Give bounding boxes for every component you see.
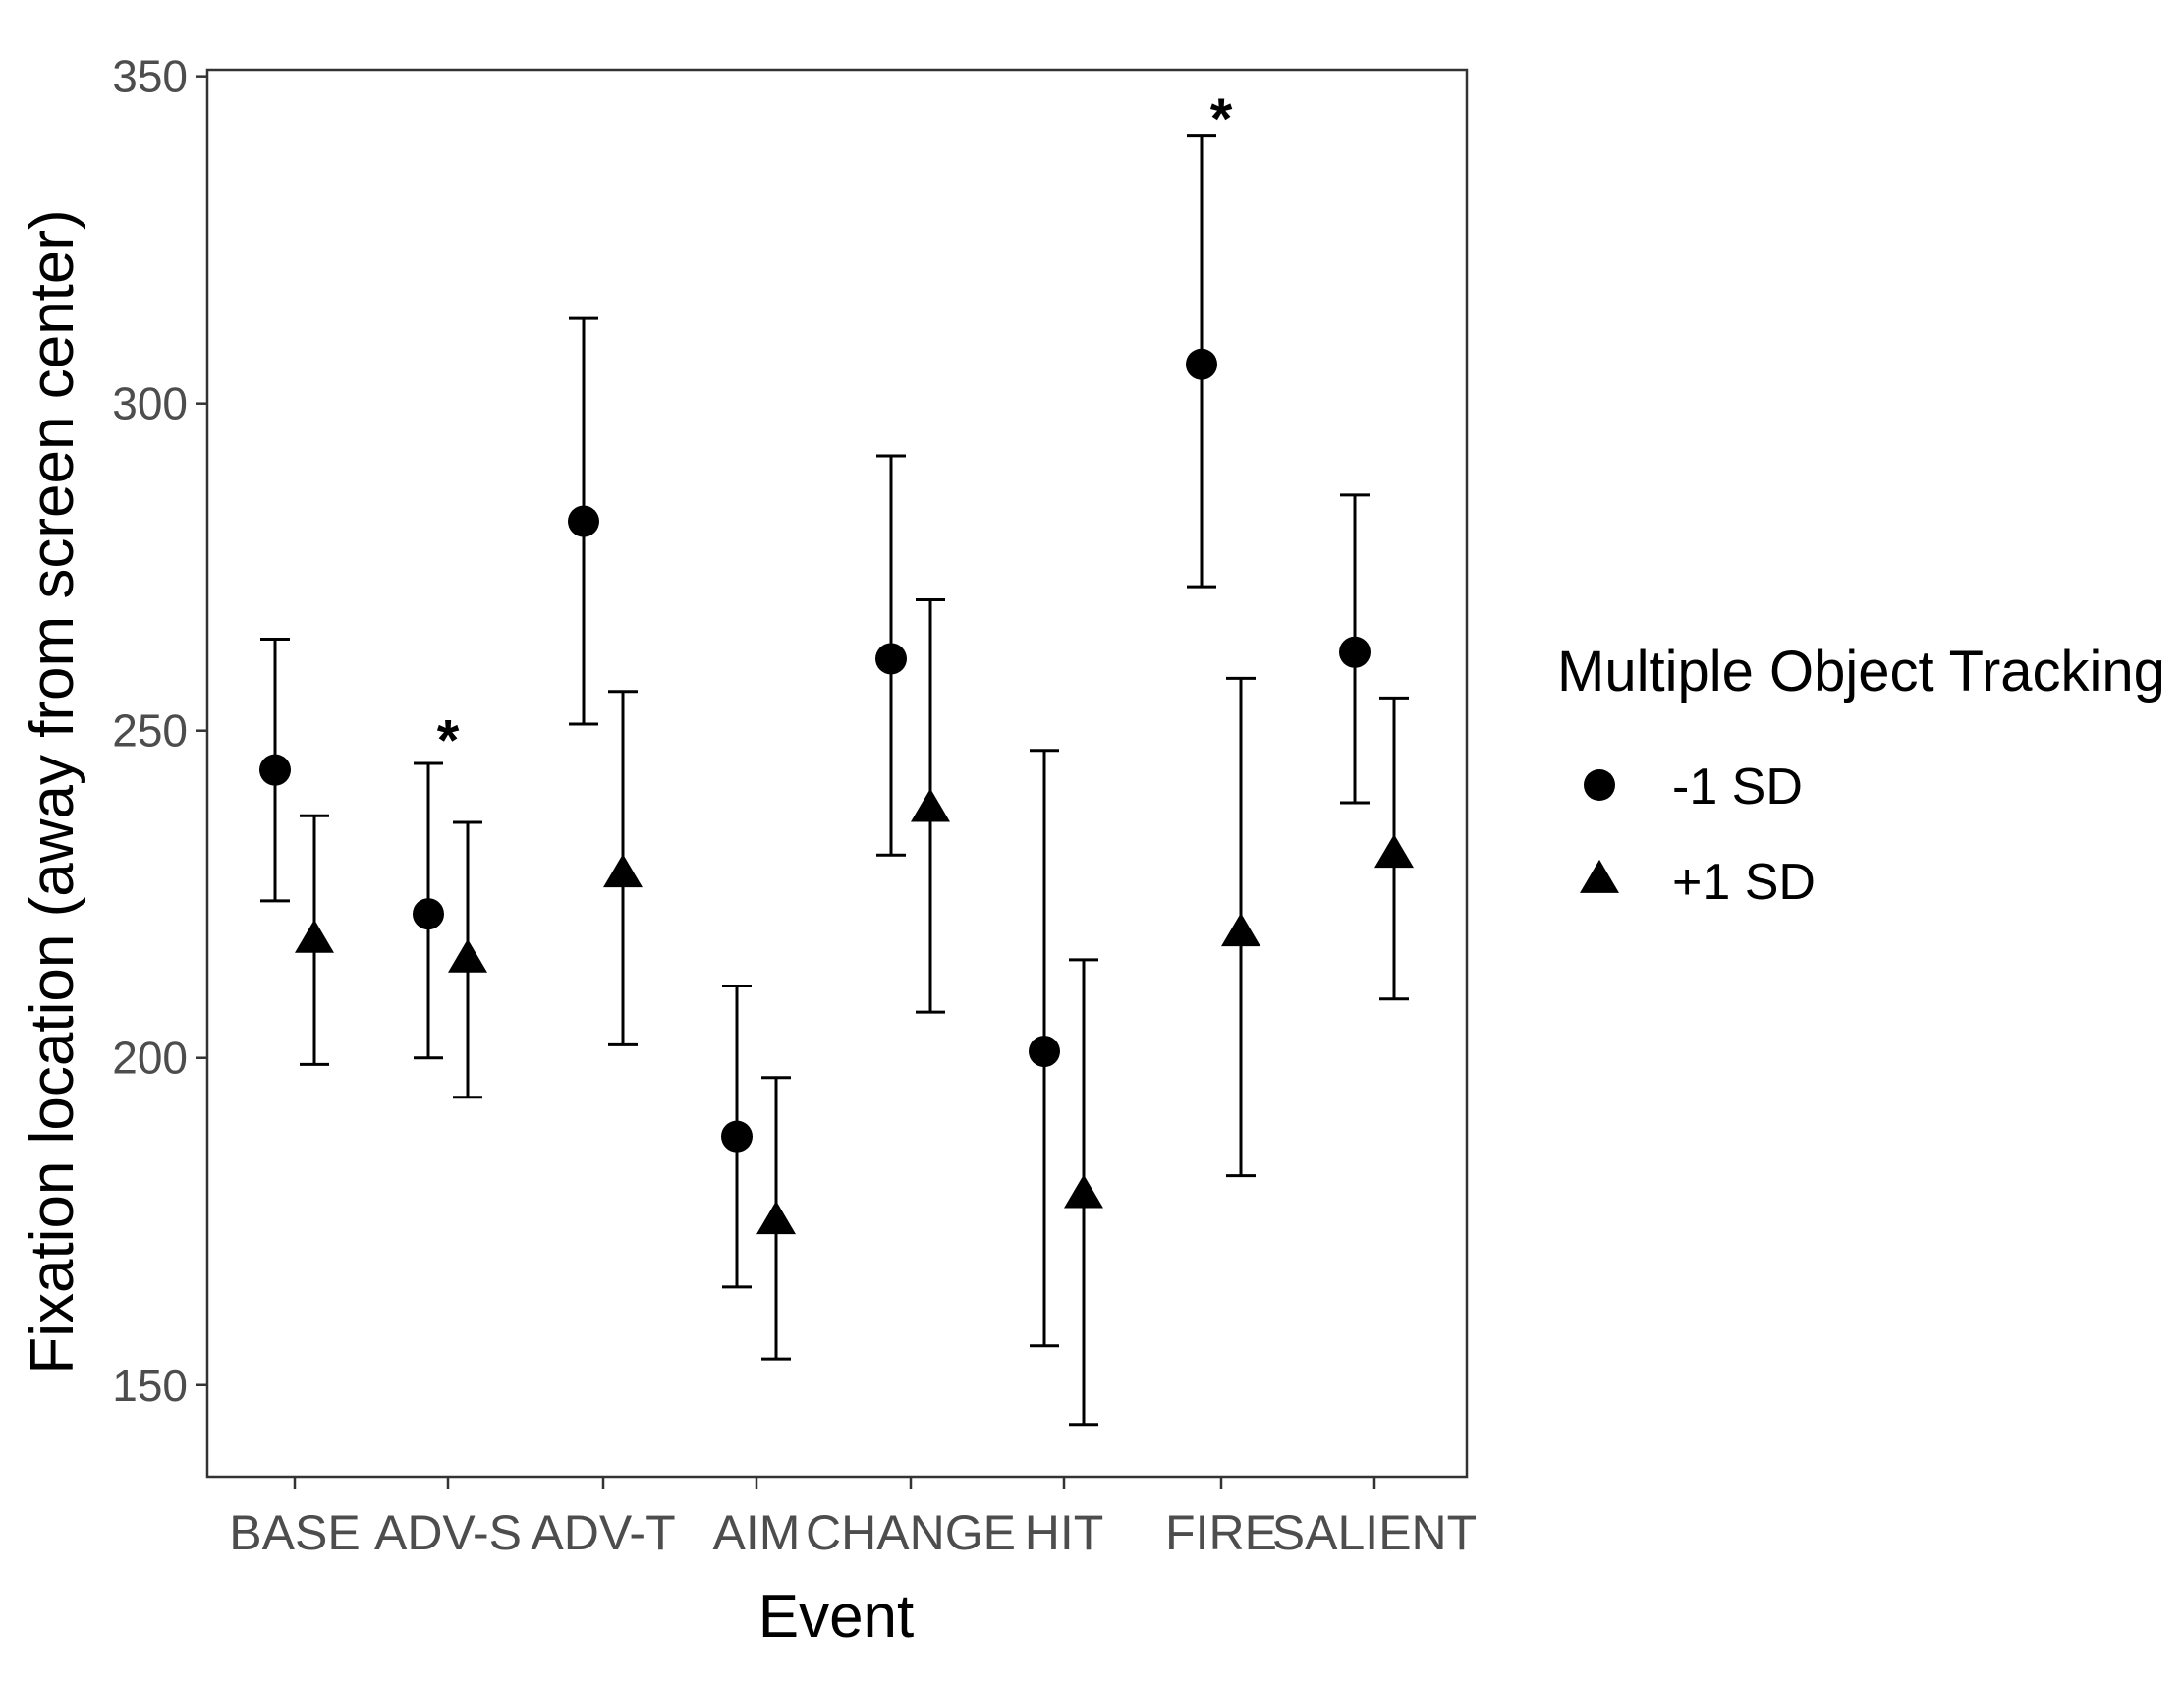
point-minus-1sd-aim	[721, 1120, 753, 1153]
y-tick-label-150: 150	[112, 1360, 188, 1411]
point-minus-1sd-adv-t	[568, 505, 599, 537]
point-minus-1sd-hit	[1029, 1036, 1060, 1068]
legend-key-plus-1sd	[1580, 859, 1619, 893]
y-tick-label-350: 350	[112, 51, 188, 102]
point-plus-1sd-hit	[1064, 1174, 1103, 1209]
legend: Multiple Object Tracking -1 SD +1 SD	[1557, 640, 2165, 911]
legend-title: Multiple Object Tracking	[1557, 640, 2165, 703]
x-tick-label-aim: AIM	[713, 1505, 801, 1560]
panel-border	[205, 68, 1469, 1479]
point-plus-1sd-aim	[756, 1201, 796, 1235]
point-plus-1sd-fire	[1221, 913, 1260, 947]
significance-marker-fire: *	[1210, 87, 1233, 151]
point-plus-1sd-salient	[1374, 834, 1414, 869]
point-plus-1sd-adv-s	[448, 938, 487, 973]
point-minus-1sd-salient	[1339, 636, 1371, 668]
point-minus-1sd-change	[875, 643, 907, 675]
x-tick-label-adv-t: ADV-T	[531, 1505, 675, 1560]
legend-key-minus-1sd	[1584, 769, 1615, 801]
y-tick-label-200: 200	[112, 1033, 188, 1084]
y-tick-label-250: 250	[112, 705, 188, 757]
plot-area: **	[259, 87, 1414, 1427]
point-minus-1sd-adv-s	[413, 898, 444, 930]
point-minus-1sd-base	[259, 754, 291, 786]
x-tick-label-salient: SALIENT	[1272, 1505, 1477, 1560]
x-tick-label-base: BASE	[229, 1505, 360, 1560]
y-tick-label-300: 300	[112, 378, 188, 429]
legend-label-minus-1sd: -1 SD	[1672, 759, 1803, 816]
point-plus-1sd-adv-t	[603, 854, 643, 888]
x-tick-label-change: CHANGE	[806, 1505, 1016, 1560]
point-plus-1sd-base	[295, 919, 334, 953]
x-tick-label-fire: FIRE	[1165, 1505, 1277, 1560]
point-plus-1sd-change	[911, 788, 950, 822]
x-tick-label-hit: HIT	[1025, 1505, 1104, 1560]
x-tick-label-adv-s: ADV-S	[374, 1505, 522, 1560]
point-minus-1sd-fire	[1186, 348, 1217, 380]
y-axis-title: Fixation location (away from screen cent…	[19, 209, 86, 1374]
x-axis-title: Event	[758, 1583, 915, 1651]
legend-label-plus-1sd: +1 SD	[1672, 854, 1816, 911]
significance-marker-adv-s: *	[437, 709, 460, 773]
axes: 150 200 250 300 350 BASE ADV-S ADV-T AIM CHANGE HI…	[112, 51, 1477, 1560]
